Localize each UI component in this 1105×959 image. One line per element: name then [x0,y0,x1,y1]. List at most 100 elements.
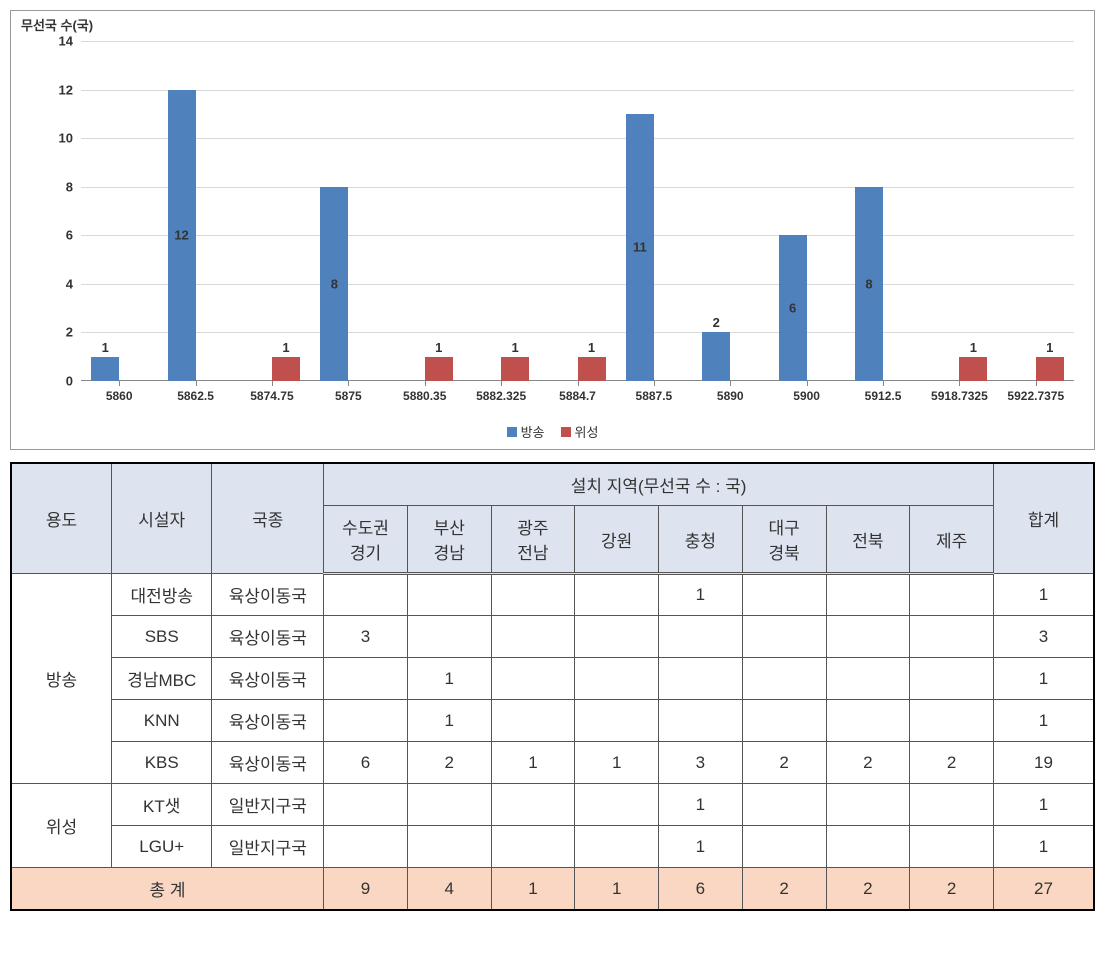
chart-x-tick-label: 5875 [335,389,362,403]
chart-x-tick [425,381,426,386]
chart-bar: 1 [578,357,606,381]
chart-bar: 1 [501,357,529,381]
cell-installer: KBS [111,742,211,784]
cell-installer: KNN [111,700,211,742]
cell-value [659,616,743,658]
chart-legend-swatch [507,427,517,437]
chart-bar: 8 [320,187,348,381]
chart-bar-value-label: 1 [578,340,606,355]
cell-value [742,658,826,700]
chart-y-tick-label: 8 [66,179,73,194]
chart-bar-value-label: 1 [91,340,119,355]
chart-legend-item: 방송 [507,422,545,441]
cell-value [324,826,408,868]
th-region: 부산경남 [407,506,491,574]
cell-total-value: 9 [324,868,408,911]
cell-total-value: 2 [910,868,994,911]
chart-bar: 1 [425,357,453,381]
th-usage: 용도 [11,463,111,574]
th-region: 전북 [826,506,910,574]
cell-total-value: 2 [742,868,826,911]
cell-value [910,700,994,742]
chart-gridline [81,284,1074,285]
cell-installer: LGU+ [111,826,211,868]
chart-bar-value-label: 8 [855,276,883,291]
cell-station-type: 일반지구국 [212,784,324,826]
cell-value [575,784,659,826]
chart-y-tick-label: 4 [66,276,73,291]
chart-bar-value-label: 11 [626,240,654,255]
cell-value: 2 [826,742,910,784]
chart-gridline [81,90,1074,91]
cell-total-label: 총 계 [11,868,324,911]
cell-value: 3 [324,616,408,658]
chart-x-tick [883,381,884,386]
chart-bar-group: 12 [168,90,224,381]
cell-value [826,658,910,700]
cell-value [742,784,826,826]
chart-x-tick [1036,381,1037,386]
data-table: 용도 시설자 국종 설치 지역(무선국 수 : 국) 합계 수도권경기부산경남광… [10,462,1095,911]
cell-value [491,784,575,826]
chart-x-tick [654,381,655,386]
chart-x-tick [578,381,579,386]
cell-value [491,700,575,742]
cell-station-type: 육상이동국 [212,616,324,658]
cell-total-value: 6 [659,868,743,911]
cell-row-total: 3 [993,616,1094,658]
cell-value [575,658,659,700]
chart-y-tick-label: 2 [66,325,73,340]
chart-y-tick-label: 14 [59,34,73,49]
cell-value: 1 [575,742,659,784]
th-region: 수도권경기 [324,506,408,574]
table-total-row: 총 계9411622227 [11,868,1094,911]
cell-value [826,574,910,616]
chart-x-tick-label: 5882.325 [476,389,526,403]
cell-value [491,826,575,868]
chart-bar: 11 [626,114,654,381]
cell-value: 1 [407,700,491,742]
cell-value [659,658,743,700]
cell-value [407,574,491,616]
cell-value [407,616,491,658]
chart-legend-label: 방송 [521,422,545,441]
cell-usage: 방송 [11,574,111,784]
chart-y-tick-label: 12 [59,82,73,97]
chart-bar-value-label: 1 [272,340,300,355]
cell-value [491,616,575,658]
chart-x-tick-label: 5874.75 [250,389,293,403]
table-row: LGU+일반지구국11 [11,826,1094,868]
cell-value [910,826,994,868]
cell-value [324,784,408,826]
chart-bar-group: 8 [855,187,911,381]
cell-value: 6 [324,742,408,784]
chart-x-tick-label: 5884.7 [559,389,596,403]
table-body: 방송대전방송육상이동국11SBS육상이동국33경남MBC육상이동국11KNN육상… [11,574,1094,911]
cell-value [826,700,910,742]
chart-x-tick [272,381,273,386]
cell-value [407,784,491,826]
cell-value [575,700,659,742]
cell-total-value: 2 [826,868,910,911]
chart-bar: 1 [91,357,119,381]
chart-gridline [81,235,1074,236]
cell-value: 3 [659,742,743,784]
cell-value [910,784,994,826]
cell-value [575,826,659,868]
cell-value: 1 [659,574,743,616]
chart-bar: 1 [272,357,300,381]
chart-bar-group: 1 [473,357,529,381]
cell-row-total: 19 [993,742,1094,784]
chart-bar: 1 [1036,357,1064,381]
chart-bar-value-label: 1 [501,340,529,355]
th-region: 광주전남 [491,506,575,574]
chart-x-tick-label: 5880.35 [403,389,446,403]
chart-bar-group: 11 [626,114,682,381]
chart-y-tick-label: 10 [59,131,73,146]
cell-station-type: 육상이동국 [212,658,324,700]
cell-station-type: 육상이동국 [212,742,324,784]
th-total: 합계 [993,463,1094,574]
chart-gridline [81,187,1074,188]
chart-legend-label: 위성 [575,422,599,441]
chart-bar-value-label: 12 [168,228,196,243]
